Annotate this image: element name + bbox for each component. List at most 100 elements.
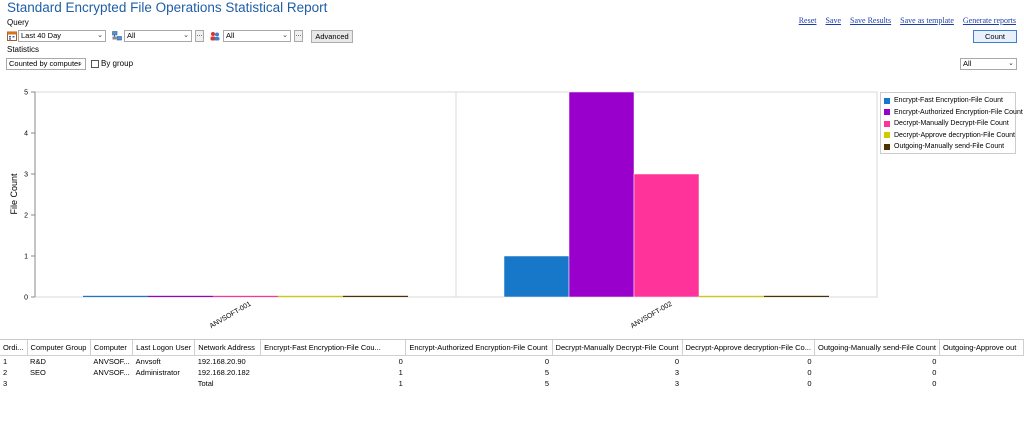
table-row[interactable]: 1 R&D ANVSOF... Anvsoft 192.168.20.90 0 0 0 0 0 xyxy=(0,356,1024,368)
chart-bars xyxy=(83,91,829,298)
chevron-down-icon: ⌄ xyxy=(1008,60,1014,67)
statistics-mode-value: Counted by computer xyxy=(9,59,81,68)
legend-item: Encrypt-Authorized Encryption-File Count xyxy=(884,107,1023,119)
x-tick-label: ANVSOFT-001 xyxy=(209,301,253,330)
chart-filter-value: All xyxy=(963,59,972,68)
y-tick-label: 0 xyxy=(24,295,28,302)
bar[interactable] xyxy=(213,295,278,297)
legend-swatch xyxy=(884,143,890,150)
bar[interactable] xyxy=(148,295,213,297)
table-cell: 3 xyxy=(3,379,8,388)
save-results-link[interactable]: Save Results xyxy=(850,16,892,25)
legend-swatch xyxy=(884,97,890,104)
table-cell: 0 xyxy=(544,357,550,366)
user-filter-select[interactable]: All ⌄ xyxy=(223,30,291,42)
column-header[interactable]: Computer xyxy=(90,340,134,356)
chart-legend: Encrypt-Fast Encryption-File Count Encryp… xyxy=(880,92,1023,154)
chart-grid xyxy=(34,91,878,298)
table-cell: 0 xyxy=(932,379,937,388)
y-axis-label: File Count xyxy=(9,173,19,215)
legend-swatch xyxy=(884,109,890,116)
column-header[interactable]: Last Logon User xyxy=(132,340,196,356)
bar-chart: 0 1 2 3 4 5 ANVSOFT-001 ANVSOFT-002 File Count xyxy=(9,90,878,330)
table-cell: 0 xyxy=(807,379,812,388)
column-header[interactable]: Outgoing-Approve out xyxy=(939,340,1024,356)
user-group-icon xyxy=(210,32,220,41)
legend-label: Encrypt-Fast Encryption-File Count xyxy=(894,97,1003,105)
table-row[interactable]: 2 SEO ANVSOF... Administrator 192.168.20.182… xyxy=(0,367,1024,378)
chevron-down-icon: ⌄ xyxy=(77,60,83,67)
date-range-select[interactable]: Last 40 Day ⌄ xyxy=(18,30,106,42)
table-row[interactable]: 3 Total 1 5 3 0 0 xyxy=(0,378,1024,389)
column-header[interactable]: Decrypt-Manually Decrypt-File Count xyxy=(552,340,683,356)
table-cell: 1 xyxy=(3,357,8,366)
legend-item: Encrypt-Fast Encryption-File Count xyxy=(884,95,1012,107)
date-range-value: Last 40 Day xyxy=(21,31,62,40)
bar[interactable] xyxy=(278,295,343,297)
column-header[interactable]: Ordi... xyxy=(0,340,28,356)
bar[interactable] xyxy=(764,295,829,297)
column-header[interactable]: Outgoing-Manually send-File Count xyxy=(814,340,940,356)
statistics-mode-select[interactable]: Counted by computer ⌄ xyxy=(6,58,86,70)
y-axis-ticks: 0 1 2 3 4 5 xyxy=(24,90,35,302)
bar[interactable] xyxy=(83,295,148,297)
bar[interactable] xyxy=(343,295,408,297)
legend-label: Decrypt-Manually Decrypt-File Count xyxy=(894,120,1009,128)
data-table: Ordi... Computer Group Computer Last Logon … xyxy=(0,340,1024,389)
bar[interactable] xyxy=(633,173,700,298)
save-as-template-link[interactable]: Save as template xyxy=(900,16,954,25)
bar[interactable] xyxy=(503,255,570,298)
page-title: Standard Encrypted File Operations Stati… xyxy=(7,0,328,15)
table-cell: Anvsoft xyxy=(135,357,161,366)
save-link[interactable]: Save xyxy=(825,16,842,25)
table-cell: Total xyxy=(197,379,214,388)
bar[interactable] xyxy=(699,295,764,297)
table-cell: ANVSOF... xyxy=(93,357,130,366)
column-header[interactable]: Encrypt-Fast Encryption-File Cou... xyxy=(260,340,407,356)
table-cell: 3 xyxy=(674,368,680,377)
chevron-down-icon: ⌄ xyxy=(282,32,288,39)
legend-item: Decrypt-Manually Decrypt-File Count xyxy=(884,118,1012,130)
computer-filter-select[interactable]: All ⌄ xyxy=(124,30,192,42)
chart-filter-select[interactable]: All ⌄ xyxy=(960,58,1017,70)
column-header[interactable]: Computer Group xyxy=(27,340,91,356)
column-header[interactable]: Encrypt-Authorized Encryption-File Count xyxy=(405,340,553,356)
generate-reports-link[interactable]: Generate reports xyxy=(962,16,1016,25)
column-header[interactable]: Decrypt-Approve decryption-File Co... xyxy=(682,340,815,356)
legend-label: Encrypt-Authorized Encryption-File Count xyxy=(894,108,1023,116)
statistics-label: Statistics xyxy=(7,45,40,54)
table-cell xyxy=(27,378,90,389)
table-cell: 1 xyxy=(398,368,403,377)
bar[interactable] xyxy=(568,91,635,298)
column-header[interactable]: Network Address xyxy=(194,340,262,356)
chevron-down-icon: ⌄ xyxy=(183,32,189,39)
by-grouping-checkbox[interactable] xyxy=(91,60,99,68)
table-cell: ANVSOF... xyxy=(93,368,130,377)
by-grouping-label: By grouping xyxy=(101,59,133,68)
advanced-button[interactable]: Advanced xyxy=(311,30,353,43)
computer-browse-button[interactable]: ... xyxy=(195,30,204,42)
table-body: 1 R&D ANVSOF... Anvsoft 192.168.20.90 0 0 0 0 0 2 S… xyxy=(0,356,1024,390)
reset-link[interactable]: Reset xyxy=(798,16,817,25)
table-cell: 2 xyxy=(3,368,8,377)
table-cell: Administrator xyxy=(135,368,180,377)
table-cell xyxy=(90,378,132,389)
table-cell: 0 xyxy=(932,368,937,377)
count-button[interactable]: Count xyxy=(973,30,1017,43)
table-cell: 192.168.20.182 xyxy=(197,368,250,377)
chevron-down-icon: ⌄ xyxy=(97,32,103,39)
table-cell xyxy=(939,378,1023,389)
table-cell: 5 xyxy=(544,368,550,377)
table-cell: 0 xyxy=(932,357,937,366)
user-browse-button[interactable]: ... xyxy=(294,30,303,42)
user-filter-value: All xyxy=(226,31,235,40)
query-label: Query xyxy=(7,18,29,27)
table-cell xyxy=(133,378,195,389)
computer-filter-value: All xyxy=(127,31,136,40)
table-cell: 1 xyxy=(398,379,403,388)
legend-swatch xyxy=(884,132,890,139)
legend-item: Decrypt-Approve decryption-File Count xyxy=(884,130,1015,142)
y-tick-label: 3 xyxy=(24,172,28,179)
toolbar-links: Reset Save Save Results Save as template… xyxy=(799,16,1016,25)
table-divider xyxy=(0,339,1024,340)
